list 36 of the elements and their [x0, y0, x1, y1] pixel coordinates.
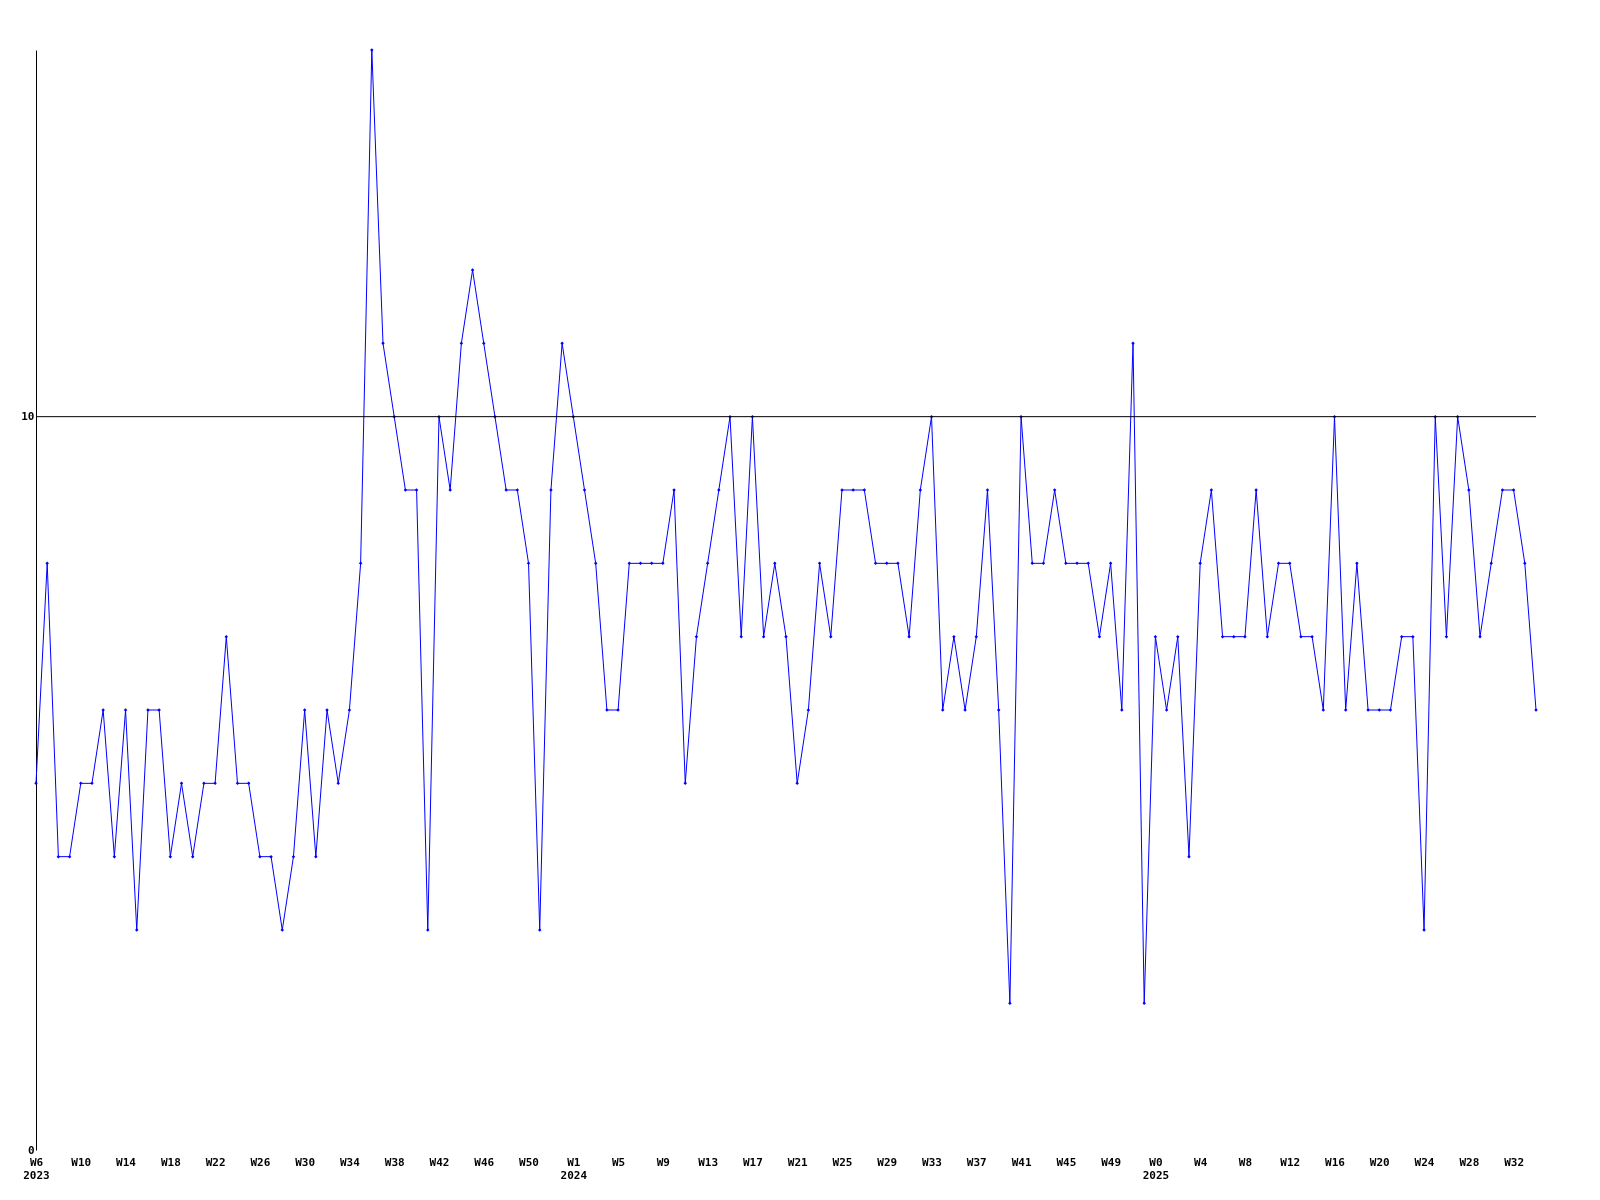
x-tick-label: W28 — [1459, 1155, 1480, 1169]
x-tick-label: W30 — [295, 1155, 316, 1169]
x-tick-label: W8 — [1238, 1155, 1253, 1169]
x-tick-label: W26 — [250, 1155, 271, 1169]
x-tick-label: W16 — [1325, 1155, 1346, 1169]
x-tick-label: W12 — [1280, 1155, 1301, 1169]
x-tick-label: W34 — [340, 1155, 361, 1169]
x-tick-label: W5 — [611, 1155, 626, 1169]
x-tick-label: W9 — [656, 1155, 670, 1169]
x-tick-label: W22 — [205, 1155, 226, 1169]
x-tick-label: W49 — [1101, 1155, 1122, 1169]
y-tick-label: 0 — [27, 1143, 35, 1157]
x-tick-label: W21 — [787, 1155, 808, 1169]
x-tick-label: W18 — [160, 1155, 181, 1169]
x-tick-label: W38 — [384, 1155, 405, 1169]
x-tick-label: W17 — [742, 1155, 763, 1169]
x-tick-label: W45 — [1056, 1155, 1077, 1169]
y-tick-label: 10 — [21, 410, 35, 424]
x-tick-label: W10 — [71, 1155, 92, 1169]
x-tick-label: W41 — [1011, 1155, 1032, 1169]
x-tick-label: W4 — [1194, 1155, 1208, 1169]
x-tick-label: W37 — [966, 1155, 987, 1169]
x-tick-label: W29 — [877, 1155, 898, 1169]
x-tick-label: W1 2024 — [560, 1155, 588, 1182]
x-tick-label: W20 — [1369, 1155, 1390, 1169]
x-tick-label: W33 — [922, 1155, 942, 1169]
x-tick-label: W0 2025 — [1142, 1155, 1170, 1182]
x-tick-label: W25 — [832, 1155, 853, 1169]
x-tick-label: W42 — [429, 1155, 450, 1169]
x-tick-label: W13 — [698, 1155, 719, 1169]
x-tick-label: W14 — [116, 1155, 137, 1169]
x-tick-label: W24 — [1414, 1155, 1435, 1169]
x-tick-label: W50 — [519, 1155, 539, 1169]
x-tick-label: W6 2023 — [23, 1155, 50, 1182]
x-tick-label: W46 — [474, 1155, 495, 1169]
x-tick-label: W32 — [1504, 1155, 1525, 1169]
